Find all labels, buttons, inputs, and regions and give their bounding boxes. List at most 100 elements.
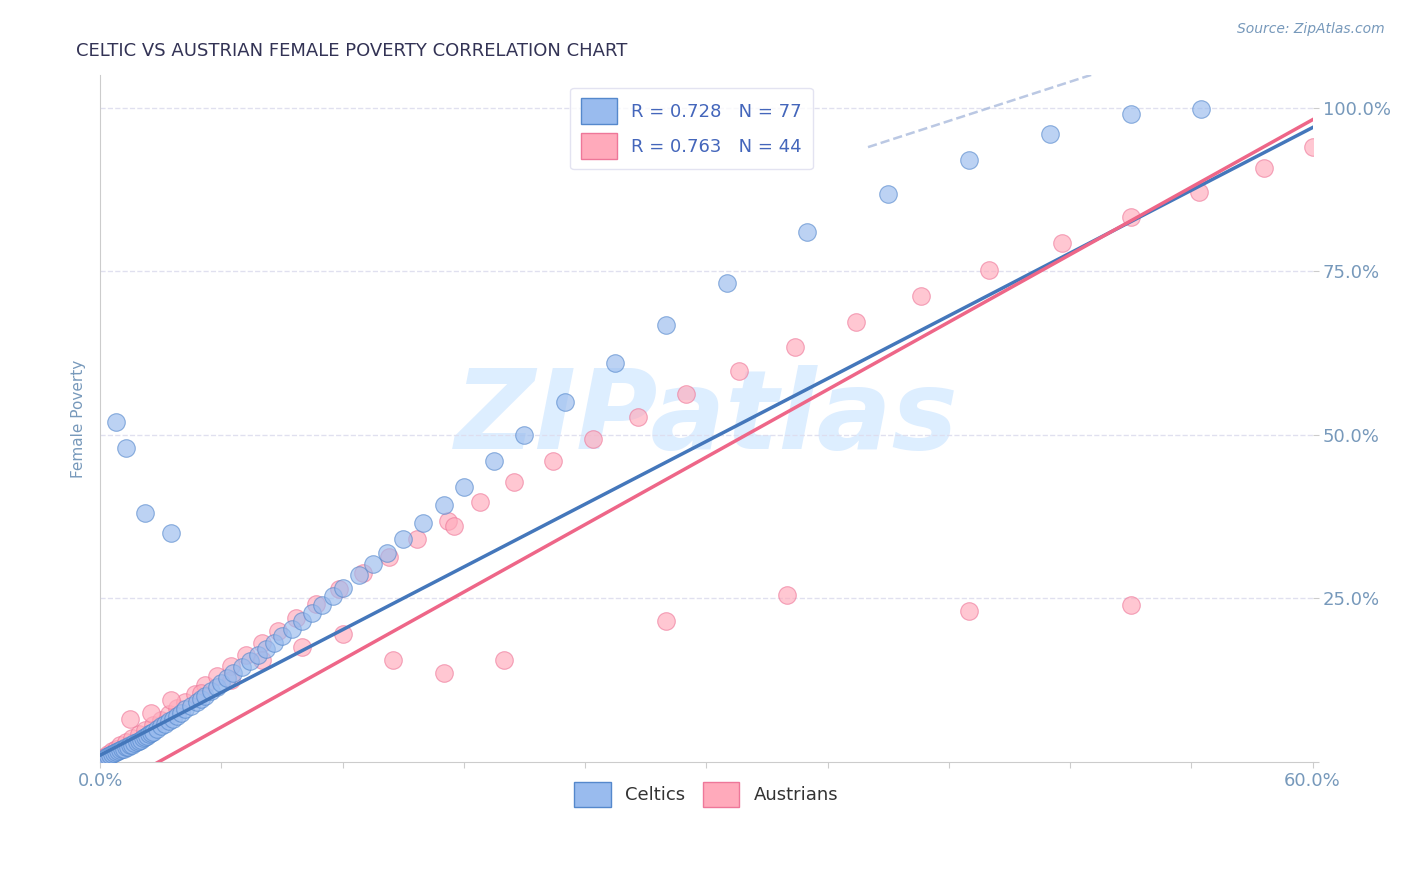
Point [627,410,650,425]
Point [170,706,193,720]
Point [160,525,183,540]
Point [727,364,749,378]
Point [134,723,156,738]
Point [263,636,285,650]
Point [93,749,115,764]
Text: CELTIC VS AUSTRIAN FEMALE POVERTY CORRELATION CHART: CELTIC VS AUSTRIAN FEMALE POVERTY CORREL… [76,42,627,60]
Point [513,427,536,442]
Point [285,611,308,625]
Point [157,706,180,721]
Point [1119,107,1142,121]
Point [101,744,124,758]
Point [120,739,142,753]
Point [1302,140,1324,154]
Point [311,598,333,612]
Point [957,153,980,168]
Point [1188,185,1211,199]
Point [105,415,128,429]
Point [910,289,932,303]
Point [112,741,135,756]
Point [267,624,290,638]
Point [124,736,146,750]
Point [145,722,167,736]
Point [1191,102,1213,116]
Point [554,395,576,409]
Point [254,642,277,657]
Point [96,750,118,764]
Point [250,636,273,650]
Point [110,739,132,753]
Text: ZIPatlas: ZIPatlas [454,365,959,472]
Point [250,653,273,667]
Point [877,187,900,202]
Point [142,718,165,732]
Point [105,745,128,759]
Point [138,727,160,741]
Point [675,387,697,401]
Point [174,702,197,716]
Point [375,545,398,559]
Point [93,751,115,765]
Point [433,666,456,681]
Point [433,499,456,513]
Point [166,709,188,723]
Point [115,735,138,749]
Point [217,671,239,685]
Point [105,741,128,756]
Point [111,742,134,756]
Point [291,614,314,628]
Point [190,686,212,700]
Point [98,748,121,763]
Point [207,669,229,683]
Point [541,454,564,468]
Text: Source: ZipAtlas.com: Source: ZipAtlas.com [1237,22,1385,37]
Point [494,653,516,667]
Point [281,622,304,636]
Point [979,263,1001,277]
Point [101,747,124,761]
Point [115,441,138,455]
Point [135,729,157,743]
Point [392,533,415,547]
Point [328,582,350,596]
Point [120,712,142,726]
Point [382,653,405,667]
Point [128,727,150,741]
Point [125,735,148,749]
Point [115,740,138,755]
Point [785,340,807,354]
Point [149,719,172,733]
Point [129,732,152,747]
Point [128,734,150,748]
Point [436,514,458,528]
Point [957,604,980,618]
Point [207,680,229,694]
Point [291,640,314,655]
Point [97,747,120,761]
Point [716,276,738,290]
Point [406,533,429,547]
Point [121,738,143,752]
Point [1039,127,1062,141]
Point [305,597,328,611]
Point [186,695,208,709]
Point [582,433,605,447]
Point [131,731,153,746]
Point [166,701,188,715]
Point [655,614,678,628]
Point [1119,598,1142,612]
Point [162,712,184,726]
Point [453,480,475,494]
Point [139,726,162,740]
Point [352,566,374,581]
Point [301,607,323,621]
Point [361,557,384,571]
Point [209,676,232,690]
Point [174,695,197,709]
Point [107,744,129,758]
Point [468,495,491,509]
Point [332,627,354,641]
Point [134,730,156,744]
Point [184,687,207,701]
Point [134,506,156,520]
